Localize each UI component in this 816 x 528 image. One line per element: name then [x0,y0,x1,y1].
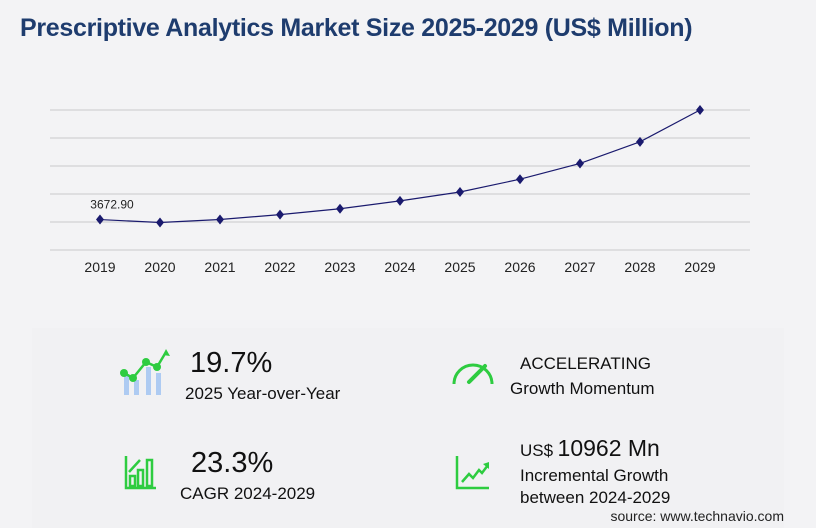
incremental-amount: 10962 Mn [557,435,660,461]
cagr-label: CAGR 2024-2029 [180,484,316,503]
data-label: 3672.90 [90,198,134,212]
x-tick-label: 2020 [144,259,175,275]
bar-chart-icon [124,456,156,490]
currency-prefix: US$ [520,441,554,460]
incremental-label-2: between 2024-2029 [520,488,671,507]
trend-up-icon [455,456,489,490]
yoy-value: 19.7% [190,347,273,379]
incremental-label-1: Incremental Growth [520,466,669,485]
x-tick-label: 2019 [84,259,115,275]
momentum-label: Growth Momentum [510,379,655,398]
speedometer-icon [452,363,494,385]
x-tick-label: 2025 [444,259,475,275]
chart-title: Prescriptive Analytics Market Size 2025-… [20,14,693,42]
x-tick-label: 2027 [564,259,595,275]
data-point [276,209,284,220]
data-point [516,174,524,185]
growth-chart-icon [120,349,170,395]
kpi-panel [32,328,784,528]
x-tick-label: 2022 [264,259,295,275]
source-text: source: www.technavio.com [610,508,784,524]
data-point [636,136,644,147]
data-point [156,217,164,228]
x-tick-label: 2026 [504,259,535,275]
data-point [576,158,584,169]
data-point [216,214,224,225]
x-tick-label: 2024 [384,259,415,275]
x-tick-label: 2023 [324,259,355,275]
line-chart: 2019 3672.90 2020 2021 2022 2023 2024 2025 2026 2… [50,105,750,275]
x-tick-label: 2029 [684,259,715,275]
cagr-value: 23.3% [191,447,274,479]
data-point [396,195,404,206]
data-point [456,186,464,197]
momentum-value: ACCELERATING [520,354,651,373]
data-point [696,105,704,115]
incremental-value: US$ 10962 Mn [520,435,660,462]
data-point [336,203,344,214]
data-point [96,214,104,225]
x-tick-label: 2028 [624,259,655,275]
yoy-label: 2025 Year-over-Year [185,384,341,403]
x-tick-label: 2021 [204,259,235,275]
